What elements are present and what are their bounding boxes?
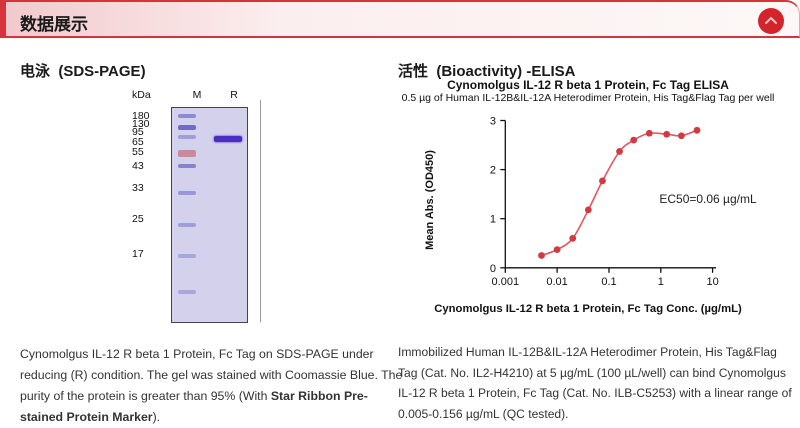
svg-text:EC50=0.06 µg/mL: EC50=0.06 µg/mL [659, 192, 757, 206]
svg-text:1: 1 [658, 276, 664, 288]
svg-text:10: 10 [706, 276, 718, 288]
svg-text:3: 3 [490, 116, 496, 128]
svg-text:Mean Abs. (OD450): Mean Abs. (OD450) [424, 150, 436, 250]
svg-text:2: 2 [490, 165, 496, 177]
svg-text:1: 1 [490, 214, 496, 226]
svg-text:0.001: 0.001 [492, 276, 520, 288]
svg-text:0: 0 [490, 263, 496, 275]
svg-text:0.01: 0.01 [546, 276, 567, 288]
svg-text:0.1: 0.1 [601, 276, 616, 288]
